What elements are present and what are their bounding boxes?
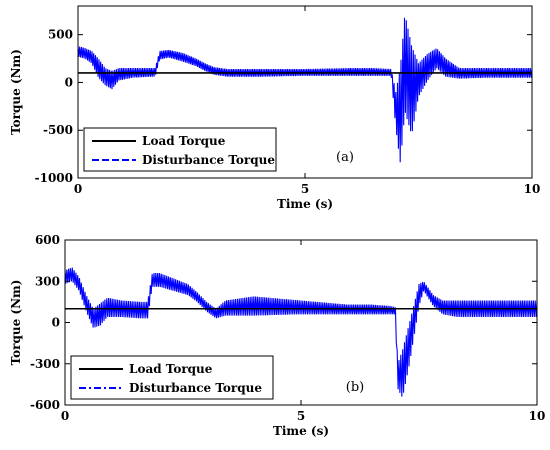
chart-b-y-tick-label: 0: [52, 316, 60, 330]
chart-b-y-tick-label: 600: [35, 233, 60, 247]
chart-b-y-axis-label: Torque (Nm): [9, 280, 23, 366]
chart-b-legend-label-disturbance: Disturbance Torque: [129, 381, 262, 395]
chart-a-legend: Load Torque Disturbance Torque: [83, 127, 277, 172]
chart-b-disturbance-band-group: [65, 267, 537, 397]
chart-a-x-tick-label: 5: [301, 182, 309, 196]
chart-b-x-tick-label: 5: [297, 409, 305, 423]
chart-a-y-tick-label: -1000: [35, 171, 73, 185]
chart-a-y-axis-label: Torque (Nm): [9, 49, 23, 135]
chart-b-legend-label-load: Load Torque: [129, 362, 213, 376]
chart-b-annotation: (b): [346, 380, 364, 395]
chart-a-legend-label-load: Load Torque: [142, 134, 226, 148]
chart-a-legend-box: [83, 127, 277, 172]
chart-a: 0 5 10 500 0 -500 -1000 Time (s) Torque (Nm) L…: [9, 5, 541, 211]
chart-a-y-tick-label: -500: [43, 123, 73, 137]
chart-b-y-tick-label: 300: [35, 274, 60, 288]
chart-b-series-disturbance-torque: [65, 267, 537, 397]
chart-b-legend: Load Torque Disturbance Torque: [70, 355, 274, 400]
chart-a-x-axis-label: Time (s): [277, 197, 333, 211]
chart-a-y-tick-label: 500: [48, 28, 73, 42]
chart-b-y-tick-label: -300: [30, 357, 60, 371]
chart-a-x-tick-label: 0: [74, 182, 82, 196]
chart-b: 0 5 10 600 300 0 -300 -600 Time (s) Torque (Nm)…: [9, 233, 545, 438]
chart-b-x-tick-label: 10: [529, 409, 546, 423]
chart-a-y-tick-label: 0: [65, 75, 73, 89]
chart-b-x-axis-label: Time (s): [273, 424, 329, 438]
chart-b-legend-box: [70, 355, 274, 400]
chart-b-x-tick-label: 0: [61, 409, 69, 423]
chart-a-series-disturbance-torque: [78, 17, 532, 163]
chart-a-disturbance-band-group: [78, 17, 532, 163]
chart-b-tick-group: 0 5 10 600 300 0 -300 -600: [30, 233, 545, 423]
chart-b-y-tick-label: -600: [30, 398, 60, 412]
chart-a-tick-group: 0 5 10 500 0 -500 -1000: [35, 6, 541, 196]
chart-a-legend-label-disturbance: Disturbance Torque: [142, 153, 275, 167]
chart-a-x-tick-label: 10: [524, 182, 541, 196]
chart-a-annotation: (a): [336, 150, 354, 165]
